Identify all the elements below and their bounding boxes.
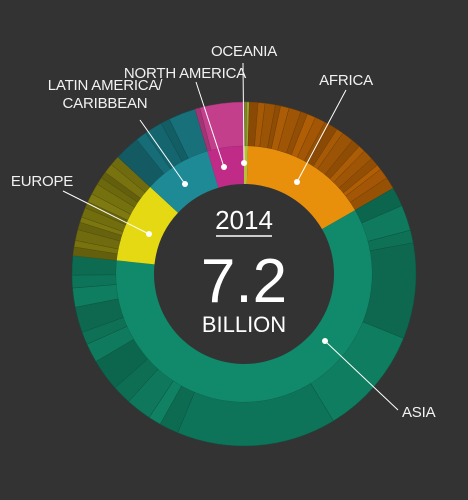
label-asia: ASIA [402, 404, 436, 421]
leader-line-north-america [195, 81, 225, 168]
leader-line-oceania [242, 62, 245, 164]
leader-dot-africa [294, 179, 300, 185]
leader-dot-north-america [221, 164, 227, 170]
region-slice-europe [116, 186, 179, 265]
center-year: 2014 [215, 205, 273, 235]
leader-dot-europe [146, 231, 152, 237]
leader-line-europe [62, 190, 150, 235]
leader-line-latin-america-caribbean [139, 119, 186, 185]
label-oceania: OCEANIA [211, 43, 277, 60]
label-north-america: NORTH AMERICA [124, 65, 246, 82]
label-africa: AFRICA [319, 72, 373, 89]
center-label: 2014 7.2 BILLION [201, 205, 287, 337]
leader-lines [62, 62, 399, 411]
leader-dot-oceania [241, 160, 247, 166]
region-slice-asia [115, 210, 372, 402]
center-value: 7.2 [201, 247, 287, 316]
region-slice-africa [246, 146, 355, 230]
leader-line-asia [324, 340, 399, 411]
label-europe: EUROPE [11, 173, 73, 190]
leader-dot-asia [322, 338, 328, 344]
leader-dot-latin-america-caribbean [182, 181, 188, 187]
center-unit: BILLION [202, 312, 286, 337]
label-latin-america-caribbean: LATIN AMERICA/CARIBBEAN [48, 77, 163, 112]
leader-line-africa [296, 89, 347, 183]
labels: OCEANIA AFRICA ASIA EUROPE LATIN AMERICA/CAR… [11, 43, 436, 421]
